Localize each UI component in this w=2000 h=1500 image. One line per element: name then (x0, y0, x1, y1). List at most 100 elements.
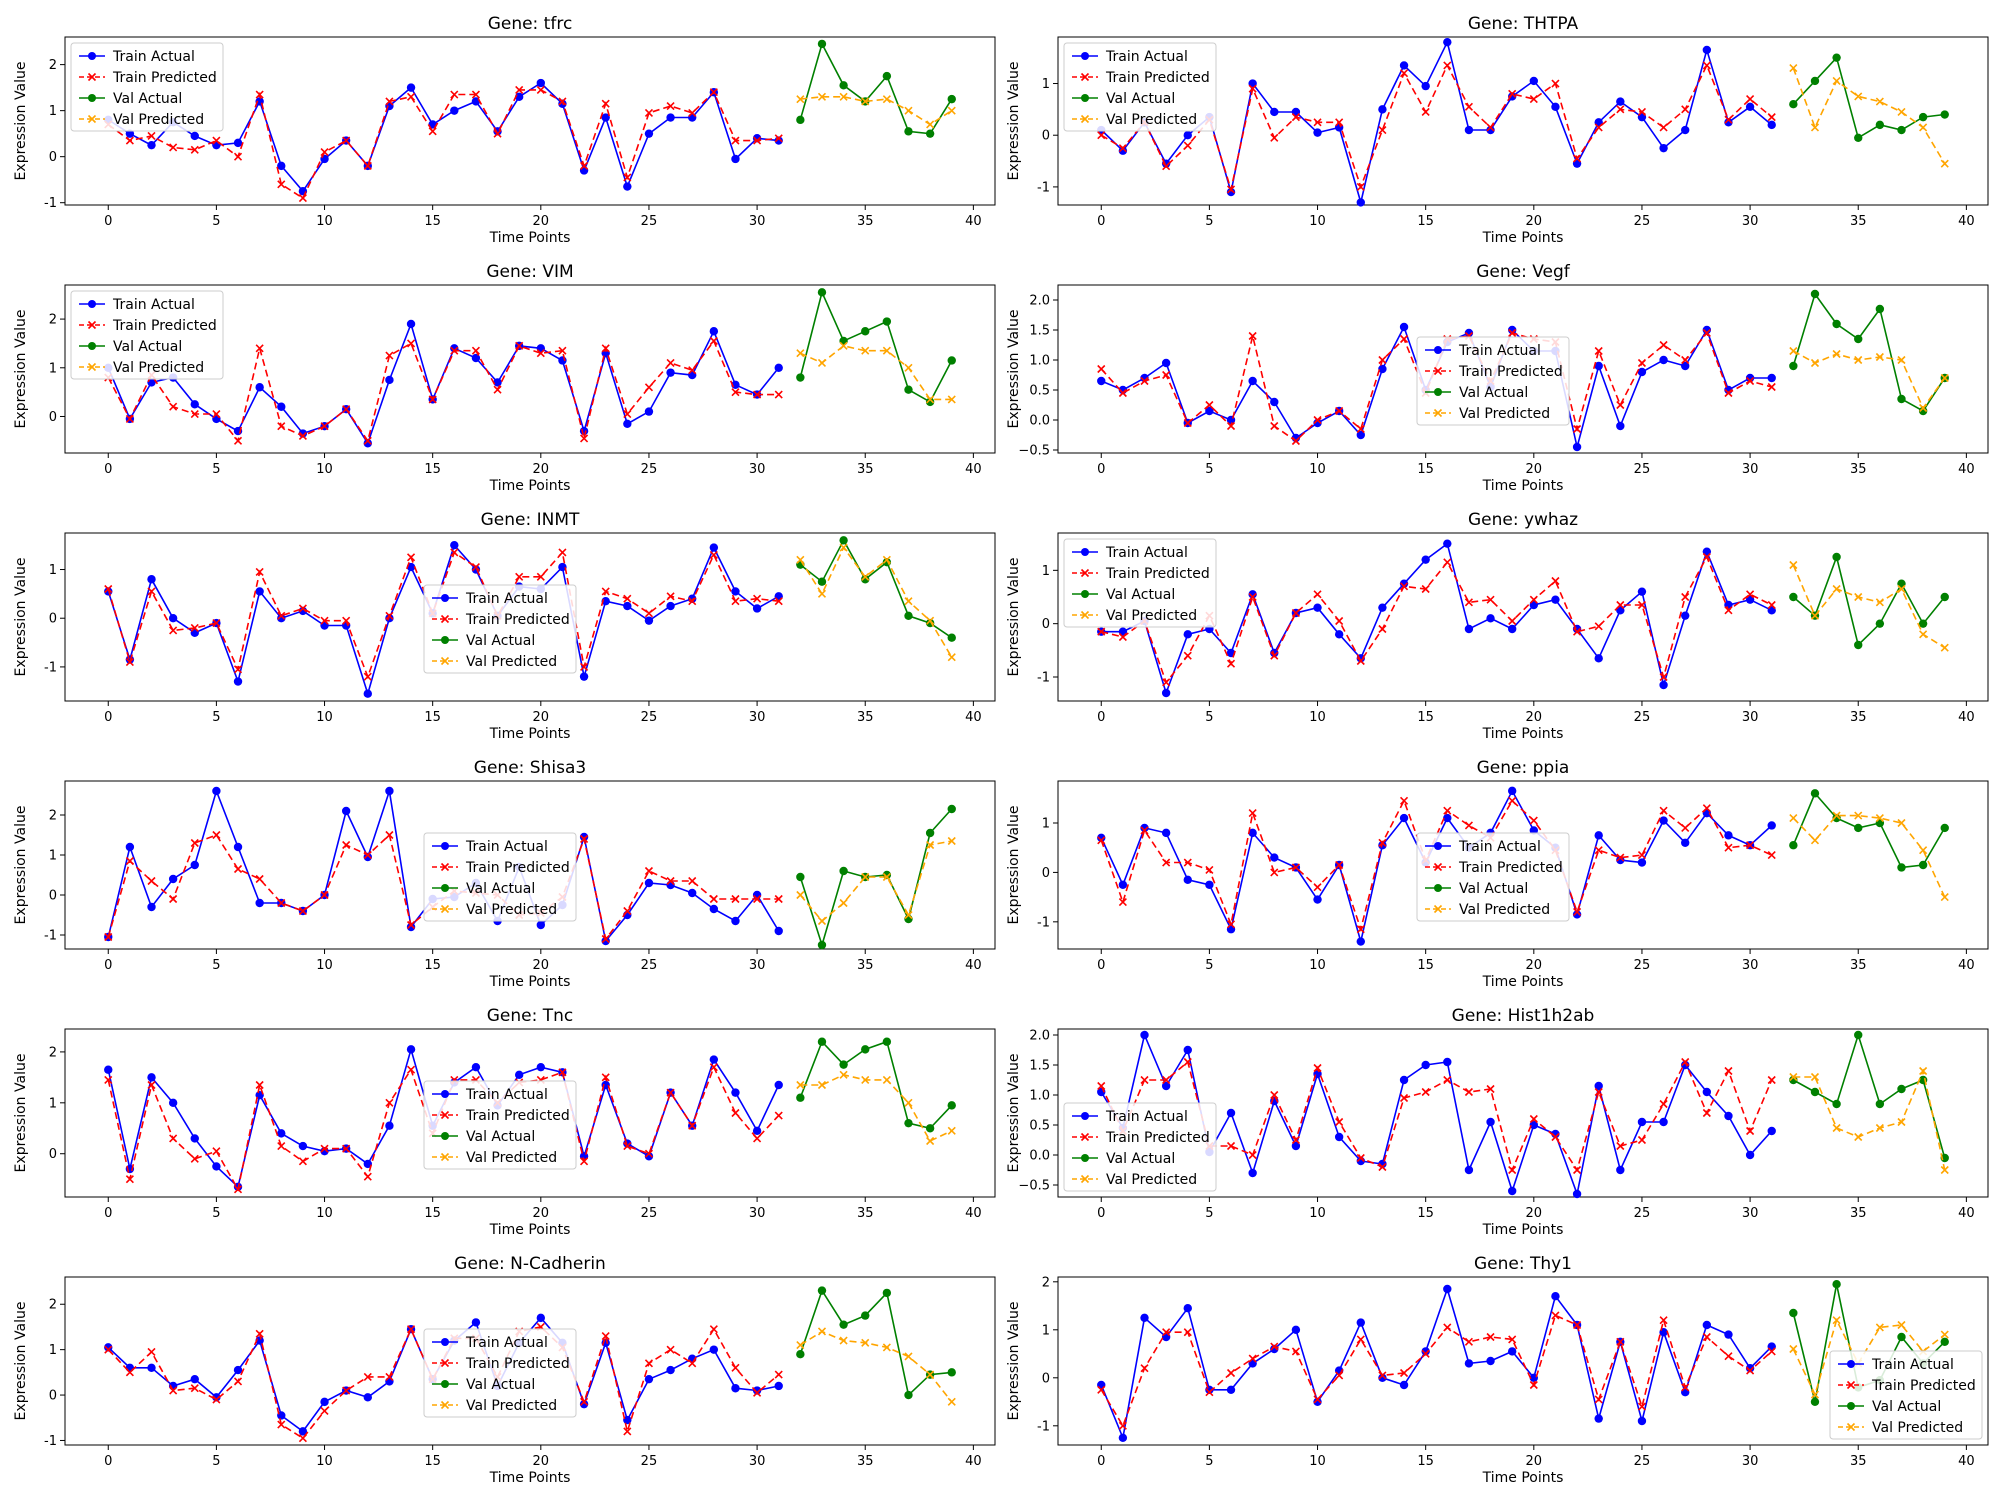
val-predicted-point (1810, 611, 1820, 620)
train-predicted-point (104, 1075, 113, 1084)
train-predicted-point (1399, 796, 1409, 805)
train-predicted-point (774, 390, 783, 399)
x-tick-label: 25 (641, 958, 658, 973)
train-predicted-point (1162, 1328, 1171, 1337)
train-predicted-point (298, 1434, 307, 1443)
legend-marker (1846, 1380, 1856, 1390)
train-predicted-point (688, 108, 697, 118)
y-tick-label: 0 (1042, 129, 1050, 144)
axes-frame (64, 1028, 996, 1198)
train-predicted-line (1100, 1314, 1773, 1428)
train-actual-point (1443, 813, 1452, 823)
legend-label: Val Actual (466, 1377, 535, 1393)
x-tick-label: 15 (424, 710, 441, 725)
x-tick-label: 25 (1634, 958, 1651, 973)
val-predicted-point (1810, 1390, 1820, 1399)
train-predicted-point (1118, 632, 1127, 642)
legend-label: Val Predicted (113, 112, 204, 128)
train-predicted-point (1616, 1337, 1625, 1346)
legend-label: Train Predicted (1458, 860, 1563, 876)
legend-label: Val Predicted (1106, 1172, 1197, 1188)
val-predicted-point (882, 346, 891, 355)
x-tick-label: 30 (1742, 710, 1759, 725)
train-predicted-point (709, 1325, 718, 1334)
train-predicted-point (104, 932, 113, 942)
x-tick-label: 40 (965, 958, 982, 973)
train-actual-point (363, 1393, 372, 1402)
train-actual-point (623, 182, 632, 191)
train-predicted-point (580, 434, 589, 443)
legend-box (1829, 1350, 1983, 1440)
val-actual-point (861, 1045, 870, 1054)
train-predicted-point (190, 1384, 199, 1393)
val-predicted-point (882, 872, 891, 882)
legend-label: Val Actual (1106, 1151, 1175, 1167)
train-predicted-point (1378, 1371, 1387, 1380)
train-predicted-point (1270, 651, 1279, 660)
train-predicted-point (1681, 592, 1690, 602)
val-predicted-point (947, 1397, 956, 1406)
x-axis-label: Time Points (489, 230, 571, 246)
y-axis-label: Expression Value (13, 1302, 29, 1421)
train-actual-point (1399, 61, 1409, 70)
train-predicted-point (1097, 1385, 1106, 1394)
legend-label: Val Predicted (1459, 902, 1550, 918)
train-predicted-point (277, 180, 286, 189)
val-predicted-point (1810, 836, 1820, 845)
val-predicted-point (817, 916, 827, 926)
subplot-title: Gene: Tnc (487, 1006, 574, 1026)
train-predicted-point (169, 1134, 178, 1143)
y-tick-label: -1 (1037, 915, 1050, 930)
train-predicted-point (147, 587, 156, 596)
train-predicted-point (277, 1142, 286, 1151)
legend-marker (440, 614, 450, 624)
val-predicted-point (1940, 159, 1949, 168)
x-tick-label: 0 (1097, 958, 1105, 973)
train-predicted-point (1248, 592, 1257, 602)
x-tick-label: 5 (212, 1454, 220, 1469)
train-predicted-point (1226, 659, 1236, 668)
train-predicted-point (558, 1068, 567, 1077)
train-actual-point (125, 1363, 135, 1373)
val-actual-line (799, 289, 953, 404)
val-actual-point (1789, 592, 1798, 602)
legend: Train Actual Train Predicted Val Actual Val… (423, 1328, 577, 1418)
val-predicted-point (1789, 63, 1798, 73)
legend-marker (1081, 52, 1089, 60)
val-predicted-point (882, 555, 891, 564)
train-predicted-point (1724, 606, 1733, 615)
train-actual-point (1161, 828, 1171, 838)
train-predicted-point (774, 894, 783, 904)
train-predicted-point (536, 85, 545, 94)
train-actual-point (1767, 120, 1776, 130)
train-predicted-point (125, 414, 134, 423)
train-predicted-point (190, 145, 199, 154)
legend-marker (1847, 1360, 1855, 1368)
train-predicted-point (515, 85, 524, 94)
train-predicted-point (255, 344, 264, 353)
legend-marker (1081, 1154, 1089, 1162)
x-tick-label: 25 (1634, 1454, 1651, 1469)
val-predicted-point (1940, 643, 1949, 652)
train-predicted-point (558, 548, 567, 557)
train-actual-point (255, 898, 264, 908)
train-predicted-point (406, 1325, 416, 1334)
train-predicted-point (1097, 1081, 1106, 1091)
legend-marker (87, 320, 97, 330)
train-actual-point (1767, 821, 1776, 830)
train-predicted-point (580, 161, 589, 170)
axes-frame (1057, 284, 1989, 454)
x-axis-label: Time Points (1482, 1470, 1564, 1486)
legend-marker (1846, 1422, 1856, 1432)
val-predicted-point (1810, 1072, 1820, 1082)
train-actual-point (1183, 131, 1192, 140)
subplot-9: Gene: Tnc 0 5 10 15 20 25 30 35 40 0 1 2 Time Points E… (13, 1006, 996, 1238)
train-actual-point (125, 129, 135, 138)
train-predicted-point (298, 604, 307, 613)
train-predicted-point (1335, 616, 1344, 626)
train-predicted-point (385, 351, 394, 360)
train-actual-point (1291, 1325, 1301, 1335)
legend-box (423, 1328, 577, 1418)
train-actual-point (1378, 1373, 1387, 1383)
train-actual-point (1594, 1081, 1603, 1091)
